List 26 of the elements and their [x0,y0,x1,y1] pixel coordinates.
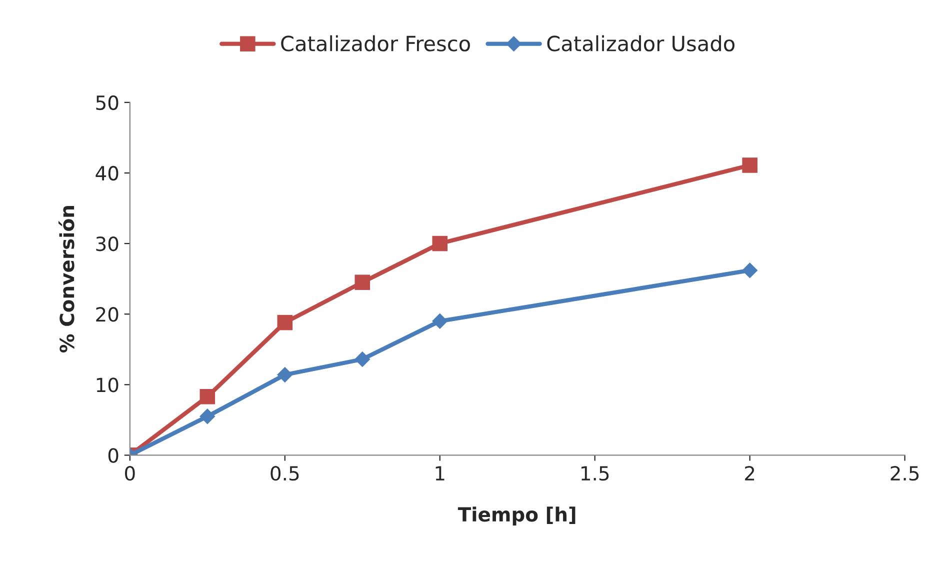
point [354,351,370,368]
point [200,408,216,424]
x-tick-label: 2.5 [890,466,919,481]
y-axis-title: % Conversión [58,206,74,352]
point [200,389,216,404]
point [432,236,448,252]
point [277,314,293,330]
point [742,158,758,173]
y-tick-label: 0 [108,448,118,463]
legend-label: Catalizador Fresco [281,35,470,52]
y-tick-label: 20 [96,307,118,322]
x-axis-title: Tiempo [h] [458,506,576,526]
point [354,274,370,290]
point [432,313,448,329]
x-tick-label: 1.5 [582,466,609,481]
y-tick-label: 10 [96,378,118,392]
x-tick-label: 0 [125,466,135,481]
y-tick-label: 50 [96,95,118,110]
point [277,366,293,383]
x-tick-label: 0.5 [270,466,299,481]
x-tick-label: 2 [745,466,754,480]
point [742,262,758,278]
legend-label: Catalizador Usado [547,35,734,52]
y-tick-label: 40 [96,166,118,181]
y-tick-label: 30 [96,236,118,252]
x-tick-label: 1 [436,466,444,480]
